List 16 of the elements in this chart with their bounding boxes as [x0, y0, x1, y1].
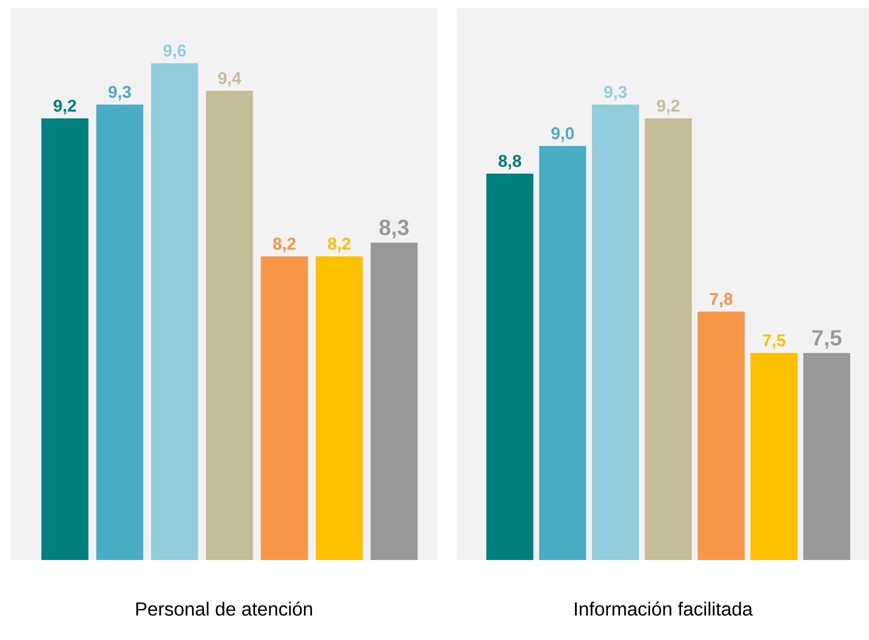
data-label: 9,3 [108, 86, 131, 100]
data-label: 7,8 [710, 292, 732, 308]
x-axis-title: Personal de atención [136, 602, 312, 616]
data-label: 9,4 [218, 72, 242, 87]
data-label: 7,5 [812, 330, 842, 349]
data-label: 8,8 [498, 154, 522, 170]
data-label: 8,3 [380, 220, 409, 238]
x-axis-title: Información facilitada [574, 602, 753, 616]
data-label: 9,0 [551, 127, 574, 142]
data-label: 9,2 [657, 100, 680, 114]
data-label: 7,5 [762, 334, 786, 349]
data-label: 9,3 [604, 86, 627, 100]
data-label: 9,6 [163, 44, 186, 59]
data-label: 8,2 [273, 238, 296, 252]
data-label: 9,2 [54, 100, 76, 114]
data-label: 8,2 [328, 238, 350, 252]
